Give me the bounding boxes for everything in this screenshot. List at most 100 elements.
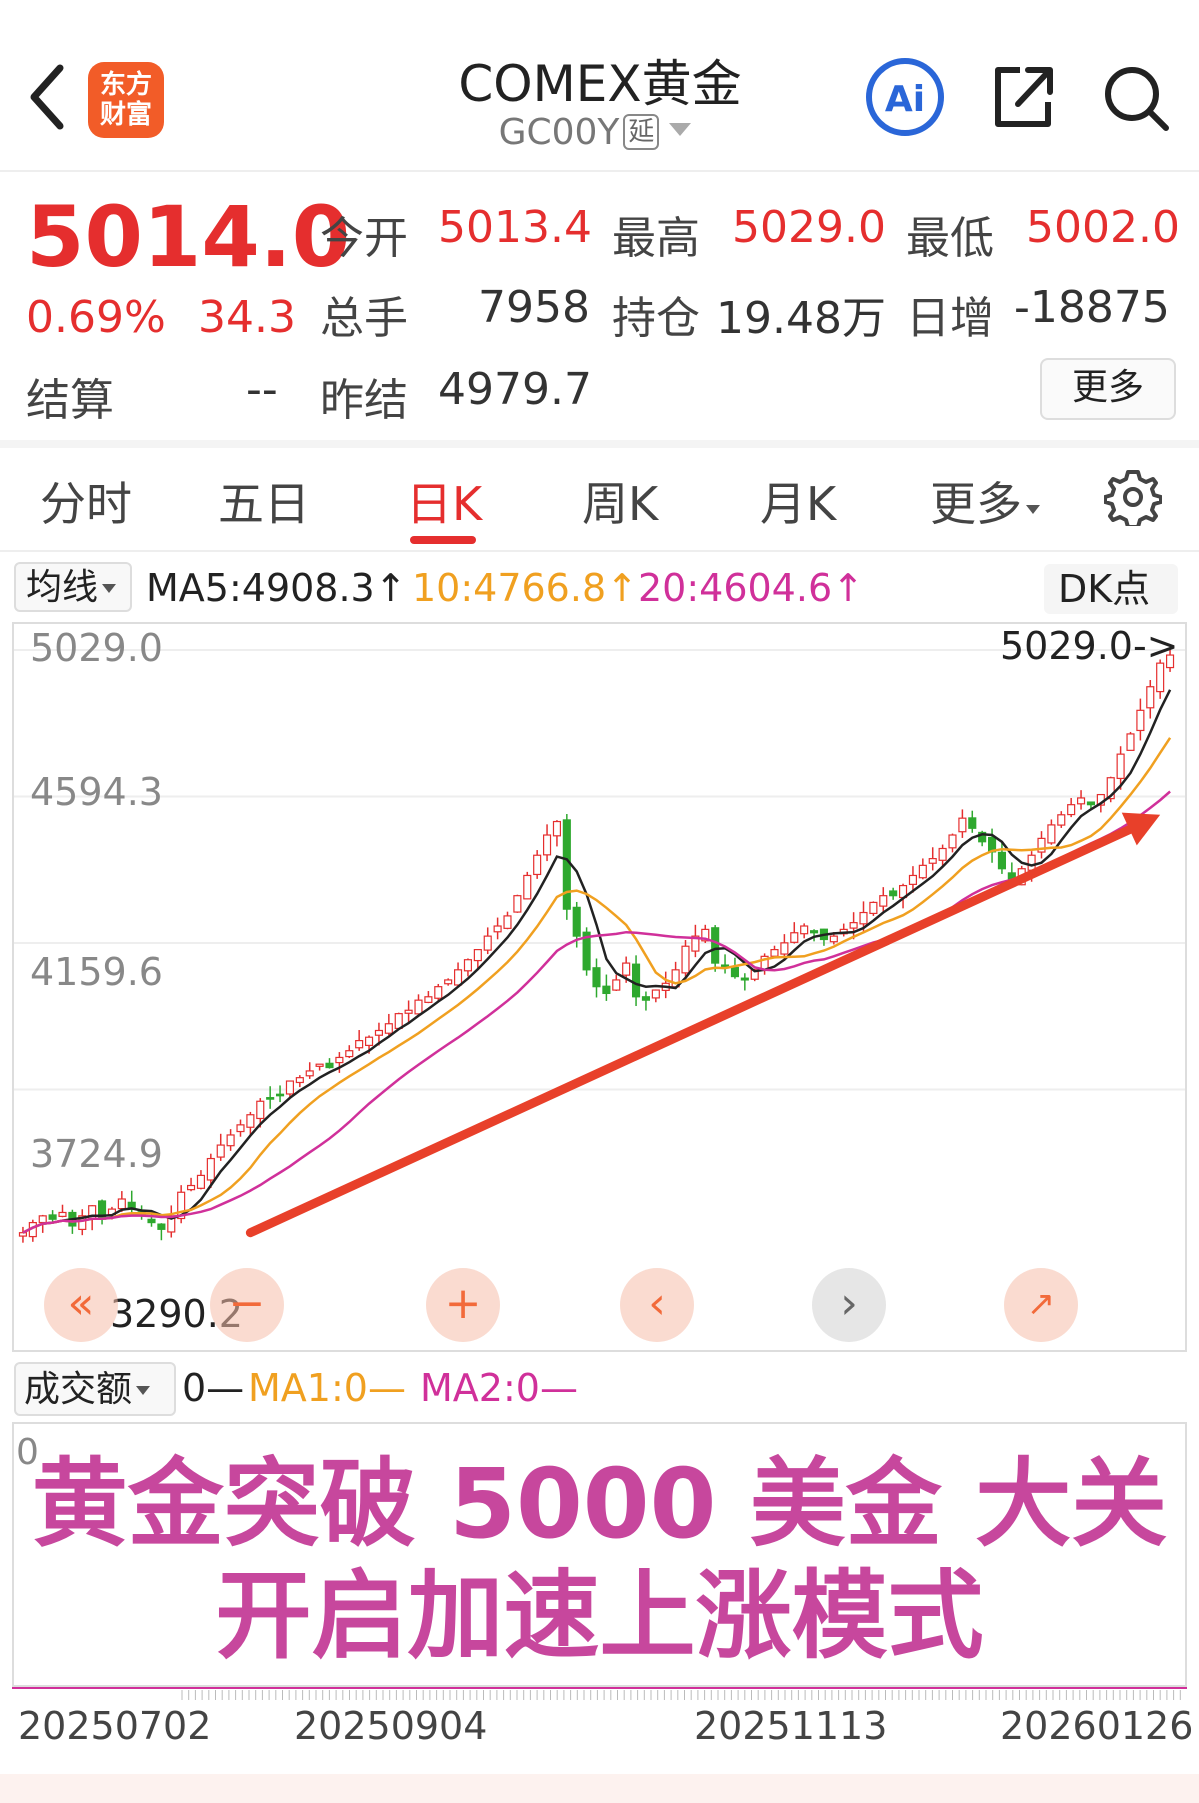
ma5-arrow: ↑ <box>374 566 407 610</box>
volume-zero-label: 0 <box>16 1432 39 1473</box>
delay-tag: 延 <box>623 114 660 150</box>
candle-body <box>374 1029 384 1036</box>
candle-body <box>493 925 502 933</box>
last-price: 5014.0 <box>26 188 351 286</box>
high-value: 5029.0 <box>732 202 886 253</box>
candle-body <box>562 819 571 910</box>
ai-assistant-button[interactable]: Ai <box>864 56 946 138</box>
tab-more[interactable]: 更多 <box>930 468 1040 534</box>
app-header: 东方 财富 COMEX黄金 GC00Y 延 Ai <box>0 0 1199 172</box>
max-price-label: 5029.0-> <box>1000 624 1179 668</box>
kline-chart[interactable]: 5029.0 4594.3 4159.6 3724.9 5029.0-> 329… <box>12 622 1187 1352</box>
trend-arrowhead <box>1121 812 1161 846</box>
scroll-left-fast-button[interactable]: « <box>44 1268 118 1342</box>
zoom-in-button[interactable]: + <box>426 1268 500 1342</box>
fullscreen-button[interactable]: ↗ <box>1004 1268 1078 1342</box>
candle-body <box>800 925 809 935</box>
candle-body <box>918 864 927 879</box>
candle-body <box>1126 733 1135 751</box>
active-tab-indicator <box>410 536 476 544</box>
candle-body <box>1057 814 1066 826</box>
share-icon[interactable] <box>990 62 1056 132</box>
indicator-select-label: 均线 <box>26 567 99 608</box>
volume-ma1-readout: MA1:0— <box>248 1366 406 1410</box>
zoom-out-button[interactable]: − <box>210 1268 284 1342</box>
ma20-line <box>22 790 1171 1234</box>
tab-daily-k[interactable]: 日K <box>406 477 483 531</box>
high-label: 最高 <box>612 213 700 264</box>
y-tick-label: 4594.3 <box>30 770 163 814</box>
candle-body <box>364 1036 374 1047</box>
ma20-readout: 20:4604.6↑ <box>638 566 864 610</box>
candle-body <box>315 1063 324 1067</box>
candle-body <box>948 834 957 849</box>
indicator-select[interactable]: 均线 <box>14 562 132 612</box>
dk-points-button[interactable]: DK点 <box>1044 564 1178 614</box>
candle-body <box>711 927 720 964</box>
candle-body <box>542 834 552 856</box>
low-value: 5002.0 <box>1026 202 1180 253</box>
candle-body <box>483 935 492 951</box>
headline-line-2: 开启加速上涨模式 <box>215 1560 984 1672</box>
candle-body <box>790 932 799 943</box>
candle-body <box>889 890 898 897</box>
gear-icon[interactable] <box>1104 468 1162 526</box>
trend-arrow <box>245 812 1161 1238</box>
tab-intraday[interactable]: 分时 <box>40 477 132 531</box>
candle-body <box>157 1223 166 1230</box>
volume-chart[interactable]: 0 <box>12 1422 1187 1687</box>
search-icon[interactable] <box>1100 62 1172 134</box>
tab-monthly-k[interactable]: 月K <box>760 477 837 531</box>
settle-value: -- <box>246 364 278 415</box>
candle-body <box>355 1039 364 1049</box>
quote-more-button[interactable]: 更多 <box>1040 358 1176 420</box>
candle-body <box>1027 854 1036 871</box>
x-tick-label: 20260126 <box>1000 1704 1194 1748</box>
caret-down-icon <box>1026 505 1040 514</box>
candle-body <box>1165 654 1175 669</box>
scroll-right-button[interactable]: › <box>812 1268 886 1342</box>
page-title: COMEX黄金 <box>458 55 742 113</box>
candle-body <box>1106 777 1115 800</box>
chevron-left-icon[interactable] <box>26 62 66 132</box>
change-value: 34.3 <box>198 292 296 343</box>
headline-line-1: 黄金突破 5000 美金 大关 <box>31 1448 1168 1560</box>
candle-body <box>513 895 522 913</box>
y-tick-label: 5029.0 <box>30 626 163 670</box>
candle-body <box>859 911 868 925</box>
candles-group <box>18 647 1175 1243</box>
candle-body <box>325 1062 334 1069</box>
candle-body <box>720 964 730 968</box>
volume-readout: 0— <box>182 1366 245 1410</box>
candle-body <box>226 1134 235 1147</box>
candle-body <box>572 906 581 937</box>
prev-settle-label: 昨结 <box>320 375 408 426</box>
caret-down-icon <box>102 584 117 593</box>
scroll-left-button[interactable]: ‹ <box>620 1268 694 1342</box>
divider <box>0 440 1199 448</box>
candle-body <box>928 858 937 864</box>
volume-indicator-select[interactable]: 成交额 <box>14 1362 176 1416</box>
candle-body <box>1136 709 1145 732</box>
tab-five-day[interactable]: 五日 <box>218 477 310 531</box>
candle-body <box>78 1215 87 1231</box>
candle-body <box>612 979 621 991</box>
candle-body <box>305 1070 314 1077</box>
change-percent: 0.69% <box>26 292 166 343</box>
candle-body <box>444 979 453 985</box>
caret-down-icon <box>136 1386 151 1395</box>
candle-body <box>117 1198 126 1210</box>
candle-body <box>345 1050 354 1058</box>
ma10-arrow: ↑ <box>606 566 638 610</box>
candle-body <box>1146 686 1155 709</box>
candle-body <box>503 915 512 929</box>
candle-body <box>730 966 740 978</box>
volume-ma2-readout: MA2:0— <box>420 1366 578 1410</box>
tab-weekly-k[interactable]: 周K <box>582 477 659 531</box>
candle-body <box>631 963 641 998</box>
candle-body <box>879 895 888 907</box>
contract-code-selector[interactable]: GC00Y 延 <box>430 112 760 153</box>
candle-body <box>968 817 977 829</box>
volume-label: 总手 <box>320 293 408 344</box>
candle-body <box>453 969 463 986</box>
